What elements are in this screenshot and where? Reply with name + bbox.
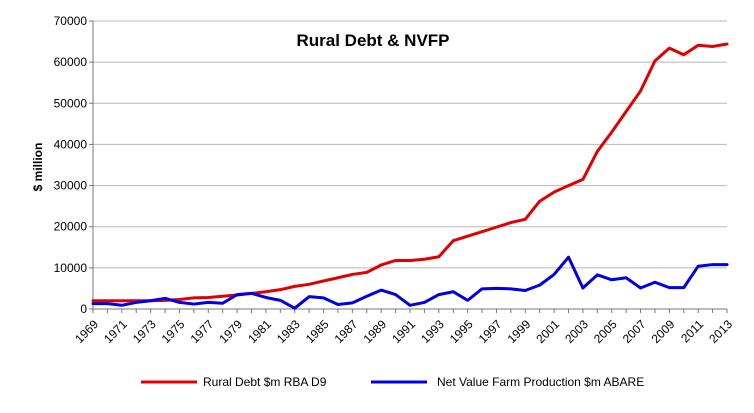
y-tick-label: 10000 xyxy=(54,261,88,275)
y-axis-label: $ million xyxy=(31,143,45,192)
y-tick-label: 40000 xyxy=(54,137,88,151)
y-tick-label: 20000 xyxy=(54,220,88,234)
legend: Rural Debt $m RBA D9 Net Value Farm Produ… xyxy=(141,375,644,389)
series-line-rural-debt xyxy=(91,42,729,303)
data-series xyxy=(91,42,729,310)
series-line-nvfp xyxy=(91,255,729,310)
y-tick-label: 0 xyxy=(80,302,87,316)
y-tick-label: 70000 xyxy=(54,14,88,28)
y-tick-label: 30000 xyxy=(54,179,88,193)
chart-title: Rural Debt & NVFP xyxy=(296,31,449,50)
y-tick-label: 60000 xyxy=(54,55,88,69)
legend-label: Rural Debt $m RBA D9 xyxy=(203,375,327,389)
y-tick-label: 50000 xyxy=(54,96,88,110)
y-axis-ticks: 0 10000 20000 30000 40000 50000 60000 70000 xyxy=(54,14,93,316)
gridlines xyxy=(93,20,727,269)
legend-label: Net Value Farm Production $m ABARE xyxy=(437,375,644,389)
